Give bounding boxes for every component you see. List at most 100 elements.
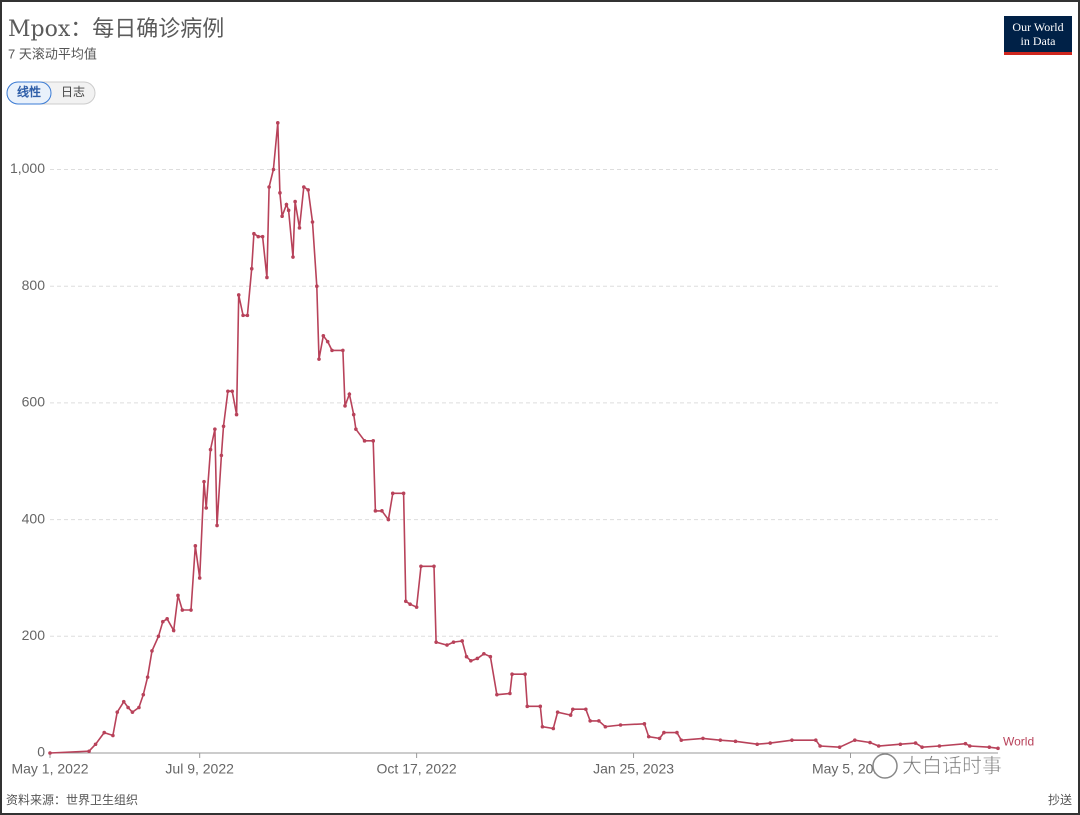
point: [226, 389, 230, 394]
point: [130, 710, 135, 714]
point: [401, 491, 406, 496]
point: [469, 659, 473, 663]
point: [121, 699, 126, 704]
y-tick-label: 0: [37, 744, 45, 760]
point: [230, 389, 235, 394]
point: [445, 643, 449, 647]
point: [488, 654, 493, 659]
chart-title: Mpox：每日确诊病例: [8, 17, 224, 42]
x-tick-label: May 1, 2022: [11, 761, 88, 777]
point: [330, 348, 334, 353]
point: [236, 293, 241, 297]
point: [646, 734, 651, 739]
point: [414, 605, 419, 609]
point: [525, 704, 530, 709]
point: [510, 672, 514, 677]
point: [137, 705, 141, 710]
point: [571, 707, 575, 712]
point: [768, 741, 773, 745]
point: [249, 266, 254, 271]
watermark-group: 大白话时事: [872, 753, 1002, 779]
x-tick-label: Jan 25, 2023: [593, 761, 674, 777]
point: [551, 726, 556, 731]
point: [234, 412, 239, 417]
point: [460, 639, 464, 643]
point: [202, 479, 206, 484]
point: [618, 723, 623, 727]
point: [868, 740, 872, 745]
plot: 0 200 400 600 800 1,000 May 1, 2022 Jul 9, 2022…: [10, 121, 1034, 777]
logo-text: in Data: [1021, 34, 1057, 48]
point: [386, 517, 391, 522]
point: [718, 738, 723, 742]
point: [280, 214, 284, 218]
point: [171, 628, 176, 633]
series-label: World: [1003, 735, 1034, 749]
point: [733, 739, 738, 744]
point: [265, 275, 269, 280]
point: [275, 121, 280, 125]
point: [996, 746, 1000, 751]
logo[interactable]: [1004, 16, 1072, 52]
toggle-linear-label[interactable]: 线性: [17, 84, 41, 99]
point: [252, 231, 256, 236]
point: [197, 576, 202, 580]
point: [464, 654, 469, 659]
y-tick-label: 200: [22, 627, 46, 643]
point: [555, 710, 560, 714]
point: [657, 736, 662, 741]
point: [813, 738, 818, 742]
point: [597, 719, 601, 723]
point: [111, 733, 115, 738]
point: [343, 404, 347, 408]
y-tick-label: 400: [22, 510, 46, 526]
point: [241, 313, 245, 318]
x-tick-label: Jul 9, 2022: [165, 761, 234, 777]
point: [310, 220, 315, 224]
point: [284, 202, 289, 207]
point: [837, 745, 842, 749]
point: [221, 424, 226, 429]
watermark-icon: [872, 753, 898, 779]
point: [482, 652, 486, 656]
point: [675, 730, 679, 735]
point: [967, 744, 972, 748]
x-tick-label: Oct 17, 2022: [377, 761, 457, 777]
point: [419, 564, 423, 569]
point: [271, 167, 276, 172]
point: [755, 742, 760, 747]
point: [321, 334, 326, 338]
point: [538, 704, 543, 709]
share[interactable]: 抄送: [1048, 792, 1072, 807]
point: [408, 602, 412, 607]
point: [603, 724, 608, 729]
point: [351, 412, 356, 417]
point: [790, 738, 794, 742]
point: [180, 608, 185, 612]
point: [260, 234, 265, 239]
chart-subtitle: 7 天滚动平均值: [8, 46, 97, 61]
point: [568, 713, 573, 717]
point: [48, 751, 52, 755]
point: [150, 649, 154, 653]
point: [362, 439, 367, 443]
point: [189, 608, 193, 612]
point: [920, 745, 924, 749]
point: [898, 742, 903, 747]
logo-text: Our World: [1012, 20, 1063, 34]
point: [204, 506, 208, 510]
point: [126, 705, 130, 710]
point: [215, 523, 219, 528]
toggle-log-label[interactable]: 日志: [61, 85, 85, 99]
point: [193, 544, 198, 548]
point: [434, 640, 438, 644]
point: [213, 427, 217, 431]
toggle-linear[interactable]: [6, 81, 52, 105]
point: [341, 348, 345, 353]
point: [302, 185, 306, 189]
point: [297, 226, 302, 230]
point: [451, 640, 456, 644]
point: [540, 724, 545, 729]
point: [987, 745, 992, 749]
point: [315, 284, 319, 289]
